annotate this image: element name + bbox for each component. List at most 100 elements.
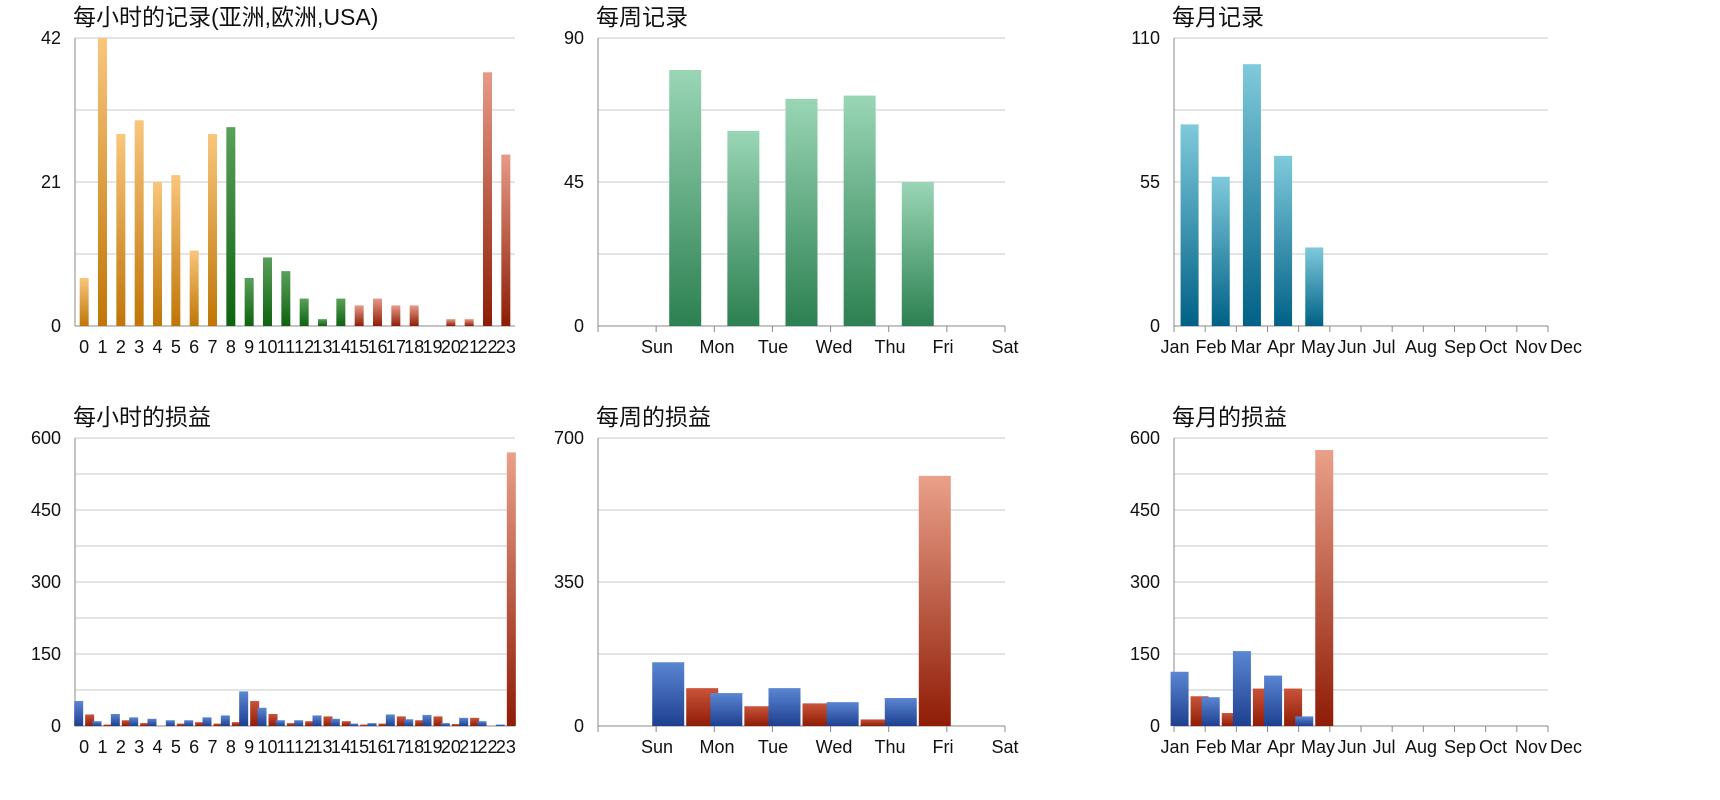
weekly-pnl-y-tick-label: 700 bbox=[554, 428, 584, 448]
monthly-pnl-y-tick-label: 600 bbox=[1130, 428, 1160, 448]
hourly-records-title: 每小时的记录(亚洲,欧洲,USA) bbox=[73, 4, 378, 30]
hourly-pnl-x-tick-label: 5 bbox=[171, 737, 181, 757]
hourly-records-y-tick-label: 42 bbox=[41, 28, 61, 48]
monthly-records-x-tick-label: May bbox=[1301, 337, 1335, 357]
hourly-records-x-tick-label: 6 bbox=[189, 337, 199, 357]
hourly-records-x-tick-label: 13 bbox=[312, 337, 332, 357]
hourly-records-x-tick-label: 7 bbox=[207, 337, 217, 357]
hourly-pnl-x-tick-label: 10 bbox=[257, 737, 277, 757]
hourly-pnl-x-tick-label: 2 bbox=[116, 737, 126, 757]
hourly-pnl-bar bbox=[184, 720, 194, 726]
monthly-pnl-x-tick-label: Jul bbox=[1372, 737, 1395, 757]
hourly-records-x-tick-label: 0 bbox=[79, 337, 89, 357]
weekly-pnl-bar bbox=[652, 662, 685, 726]
hourly-pnl-bar bbox=[165, 720, 175, 726]
hourly-records-bar bbox=[263, 257, 272, 326]
hourly-pnl-bar bbox=[470, 717, 480, 726]
hourly-pnl-bar bbox=[121, 720, 131, 726]
monthly-pnl-bar bbox=[1295, 716, 1314, 726]
monthly-pnl-x-tick-label: Jan bbox=[1160, 737, 1189, 757]
hourly-pnl-y-tick-label: 600 bbox=[31, 428, 61, 448]
hourly-pnl-bar bbox=[330, 718, 340, 726]
monthly-pnl-x-tick-label: Jun bbox=[1337, 737, 1366, 757]
hourly-pnl-bar bbox=[367, 723, 377, 726]
hourly-pnl-x-tick-label: 17 bbox=[386, 737, 406, 757]
hourly-pnl-x-tick-label: 8 bbox=[226, 737, 236, 757]
hourly-pnl-bar bbox=[92, 721, 102, 726]
monthly-pnl-bar bbox=[1315, 450, 1334, 726]
hourly-records-bar bbox=[98, 38, 107, 326]
weekly-records-bar bbox=[843, 95, 876, 326]
weekly-records-x-tick-label: Thu bbox=[874, 337, 905, 357]
hourly-records-bar bbox=[464, 319, 474, 326]
hourly-records-x-tick-label: 19 bbox=[422, 337, 442, 357]
weekly-records-x-tick-label: Sat bbox=[991, 337, 1018, 357]
hourly-pnl-bar bbox=[286, 723, 296, 726]
weekly-pnl-bar bbox=[744, 706, 777, 726]
monthly-records-x-tick-label: Feb bbox=[1195, 337, 1226, 357]
weekly-pnl-bar bbox=[802, 703, 835, 726]
hourly-pnl-bar bbox=[385, 714, 395, 726]
hourly-pnl-x-tick-label: 15 bbox=[349, 737, 369, 757]
monthly-records-y-tick-label: 0 bbox=[1150, 316, 1160, 336]
hourly-pnl-x-tick-label: 9 bbox=[244, 737, 254, 757]
hourly-pnl-bar bbox=[495, 724, 505, 726]
hourly-pnl-bar bbox=[349, 723, 359, 726]
weekly-records-x-tick-label: Fri bbox=[933, 337, 954, 357]
hourly-records-x-tick-label: 22 bbox=[477, 337, 497, 357]
monthly-records-title: 每月记录 bbox=[1172, 4, 1264, 30]
weekly-pnl-y-tick-label: 350 bbox=[554, 572, 584, 592]
hourly-pnl-bar bbox=[250, 701, 260, 726]
monthly-records-x-tick-label: Jan bbox=[1160, 337, 1189, 357]
monthly-records-svg: 每月记录 0 55 110 Jan Feb Mar Apr May Jun Jul Aug Sep Oct… bbox=[1131, 4, 1582, 357]
hourly-pnl-bar bbox=[257, 707, 267, 726]
hourly-pnl-bar bbox=[396, 716, 406, 726]
weekly-pnl-x-tick-label: Fri bbox=[933, 737, 954, 757]
hourly-pnl-x-tick-label: 14 bbox=[331, 737, 351, 757]
monthly-pnl-x-tick-label: Mar bbox=[1231, 737, 1262, 757]
hourly-records-y-tick-label: 0 bbox=[51, 316, 61, 336]
weekly-records-bar bbox=[727, 130, 760, 326]
hourly-records-bar bbox=[299, 298, 309, 326]
hourly-records-x-tick-label: 21 bbox=[459, 337, 479, 357]
weekly-records-x-tick-label: Wed bbox=[816, 337, 853, 357]
hourly-pnl-bar bbox=[440, 723, 450, 726]
monthly-records-x-tick-label: Nov bbox=[1515, 337, 1547, 357]
monthly-pnl-bar bbox=[1201, 697, 1220, 726]
hourly-pnl-x-tick-label: 3 bbox=[134, 737, 144, 757]
hourly-pnl-x-tick-label: 4 bbox=[152, 737, 162, 757]
monthly-records-x-tick-label: Oct bbox=[1479, 337, 1507, 357]
hourly-records-bar bbox=[244, 278, 254, 326]
hourly-pnl-bar bbox=[506, 452, 516, 726]
weekly-records-y-tick-label: 45 bbox=[564, 172, 584, 192]
hourly-pnl-x-tick-label: 7 bbox=[207, 737, 217, 757]
hourly-records-bar bbox=[208, 134, 217, 326]
weekly-records-svg: 每周记录 0 45 90 Sun Mon Tue Wed Thu Fri Sat bbox=[564, 4, 1019, 357]
hourly-records-bar bbox=[153, 182, 162, 326]
hourly-records-bar bbox=[373, 298, 382, 326]
monthly-records-x-tick-label: Mar bbox=[1231, 337, 1262, 357]
hourly-pnl-chart: 每小时的损益 0 150 300 450 600 0 1 2 3 4 5 6 7 8 9 10 11 12 13 14 1… bbox=[0, 400, 573, 800]
monthly-pnl-y-tick-label: 150 bbox=[1130, 644, 1160, 664]
hourly-records-x-tick-label: 1 bbox=[97, 337, 107, 357]
hourly-pnl-bar bbox=[305, 721, 315, 726]
hourly-records-bar bbox=[79, 278, 89, 326]
hourly-pnl-x-tick-label: 21 bbox=[459, 737, 479, 757]
hourly-pnl-x-tick-label: 1 bbox=[97, 737, 107, 757]
weekly-pnl-x-tick-label: Wed bbox=[816, 737, 853, 757]
monthly-pnl-y-tick-label: 450 bbox=[1130, 500, 1160, 520]
hourly-records-bar bbox=[318, 319, 327, 326]
hourly-pnl-bar bbox=[360, 724, 370, 726]
hourly-records-bar bbox=[189, 250, 199, 326]
monthly-records-x-tick-label: Sep bbox=[1444, 337, 1476, 357]
hourly-pnl-x-tick-label: 18 bbox=[404, 737, 424, 757]
weekly-pnl-bar bbox=[918, 475, 951, 726]
hourly-pnl-bar bbox=[459, 717, 469, 726]
hourly-pnl-x-tick-label: 19 bbox=[422, 737, 442, 757]
monthly-pnl-x-tick-label: May bbox=[1301, 737, 1335, 757]
hourly-pnl-bar bbox=[110, 714, 120, 726]
hourly-records-x-tick-label: 17 bbox=[386, 337, 406, 357]
monthly-records-x-tick-label: Aug bbox=[1405, 337, 1437, 357]
monthly-pnl-x-tick-label: Sep bbox=[1444, 737, 1476, 757]
